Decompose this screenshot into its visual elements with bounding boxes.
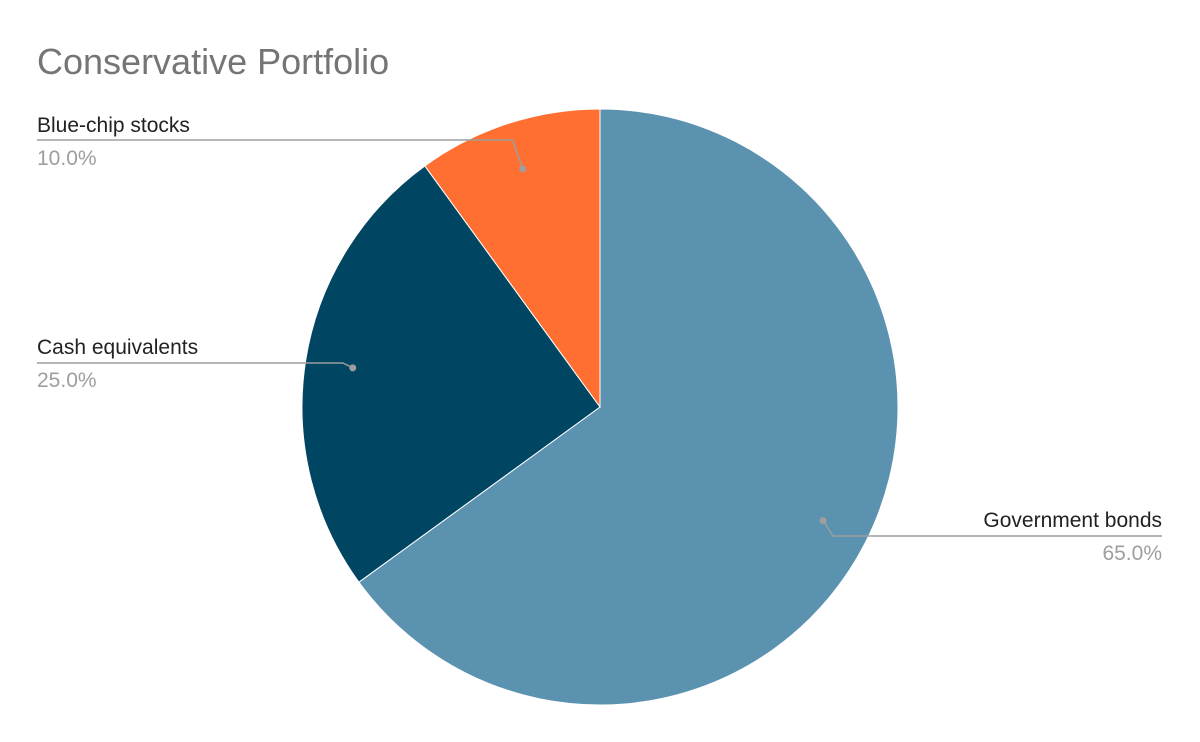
- leader-line: [822, 520, 1162, 537]
- pie-labels: Government bonds 65.0% Cash equivalents 25.…: [37, 114, 1162, 565]
- pie-slice-cash-equivalents: [301, 165, 601, 583]
- slice-value-label: 65.0%: [1102, 542, 1162, 565]
- slice-label: Blue-chip stocks: [37, 114, 190, 137]
- pie-slice-government-bonds: [358, 108, 899, 706]
- leader-line: [37, 362, 354, 369]
- leader-dot: [349, 364, 357, 372]
- slice-value-label: 10.0%: [37, 147, 97, 170]
- chart-title: Conservative Portfolio: [37, 41, 389, 82]
- leader-dot: [519, 165, 527, 173]
- pie-slices: [301, 108, 899, 706]
- leader-line: [37, 139, 524, 170]
- leader-dot: [819, 517, 827, 525]
- slice-value-label: 25.0%: [37, 369, 97, 392]
- slice-label: Cash equivalents: [37, 336, 198, 359]
- pie-slice-blue-chip-stocks: [424, 108, 601, 409]
- slice-label: Government bonds: [983, 509, 1162, 532]
